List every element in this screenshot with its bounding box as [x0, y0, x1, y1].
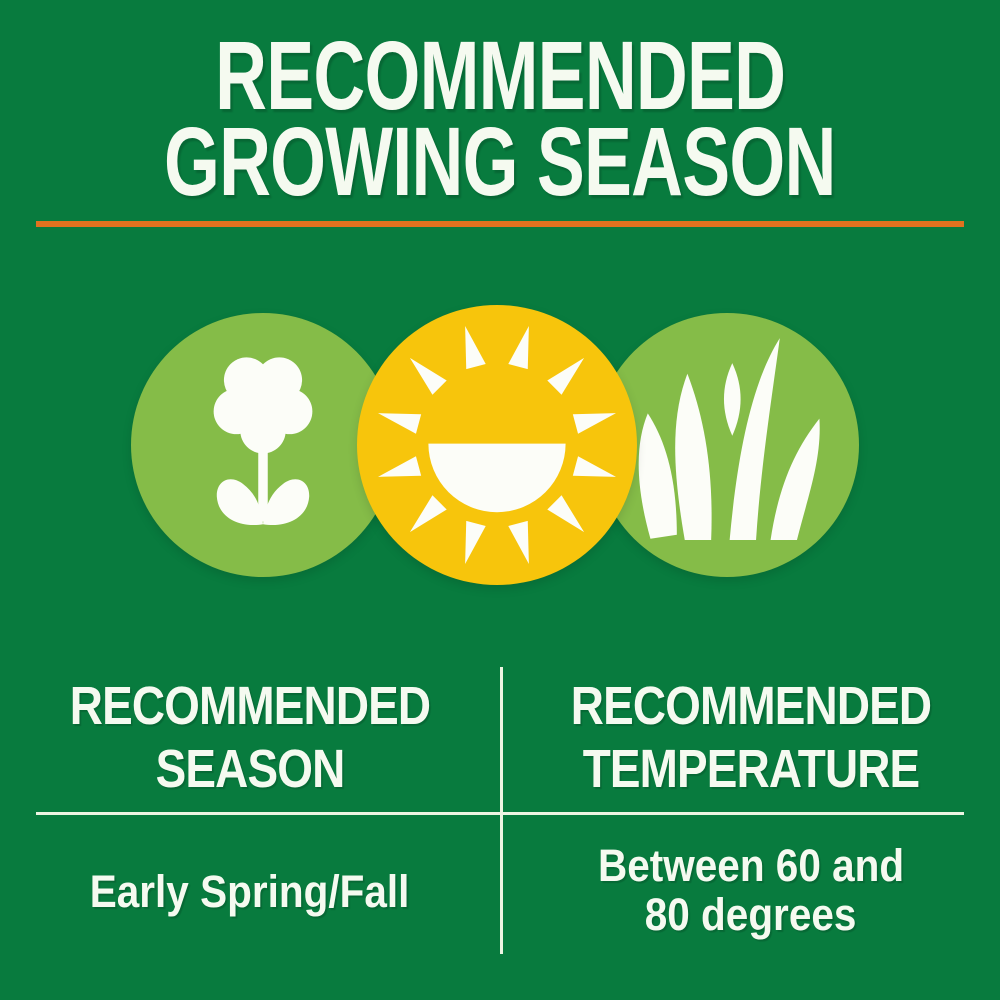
- season-heading-line-1: RECOMMENDED: [69, 676, 431, 736]
- season-value: Early Spring/Fall: [0, 867, 500, 916]
- grass-badge: [595, 313, 859, 577]
- page-title: RECOMMENDED GROWING SEASON: [0, 21, 1000, 216]
- season-column-heading: RECOMMENDED SEASON: [0, 675, 500, 801]
- flower-badge: [131, 313, 395, 577]
- season-heading-line-2: SEASON: [155, 739, 346, 799]
- temperature-heading-line-2: TEMPERATURE: [582, 739, 920, 799]
- title-row-2: GROWING SEASON: [0, 107, 1000, 216]
- season-value-row: Early Spring/Fall: [0, 867, 500, 916]
- season-value-text: Early Spring/Fall: [90, 866, 410, 917]
- heading-underline: [36, 812, 964, 815]
- temperature-column-heading: RECOMMENDED TEMPERATURE: [501, 675, 1000, 801]
- temperature-heading-line-1: RECOMMENDED: [570, 676, 932, 736]
- sun-badge: [357, 305, 637, 585]
- temperature-value: Between 60 and 80 degrees: [501, 841, 1000, 939]
- grass-icon: [638, 338, 820, 541]
- sun-icon: [377, 325, 617, 565]
- temperature-heading-row-2: TEMPERATURE: [501, 738, 1000, 801]
- title-line-1: RECOMMENDED: [214, 21, 786, 130]
- column-divider-line: [500, 667, 503, 954]
- season-heading-row-2: SEASON: [0, 738, 500, 801]
- temperature-heading-row-1: RECOMMENDED: [501, 675, 1000, 738]
- title-line-2: GROWING SEASON: [164, 107, 836, 216]
- temperature-value-line-1: Between 60 and: [597, 840, 905, 891]
- temperature-value-row-1: Between 60 and: [501, 841, 1000, 890]
- temperature-value-row-2: 80 degrees: [501, 890, 1000, 939]
- title-divider-line: [36, 221, 964, 227]
- season-heading-row-1: RECOMMENDED: [0, 675, 500, 738]
- flower-icon: [213, 357, 313, 526]
- temperature-value-line-2: 80 degrees: [645, 889, 857, 940]
- title-row-1: RECOMMENDED: [0, 21, 1000, 130]
